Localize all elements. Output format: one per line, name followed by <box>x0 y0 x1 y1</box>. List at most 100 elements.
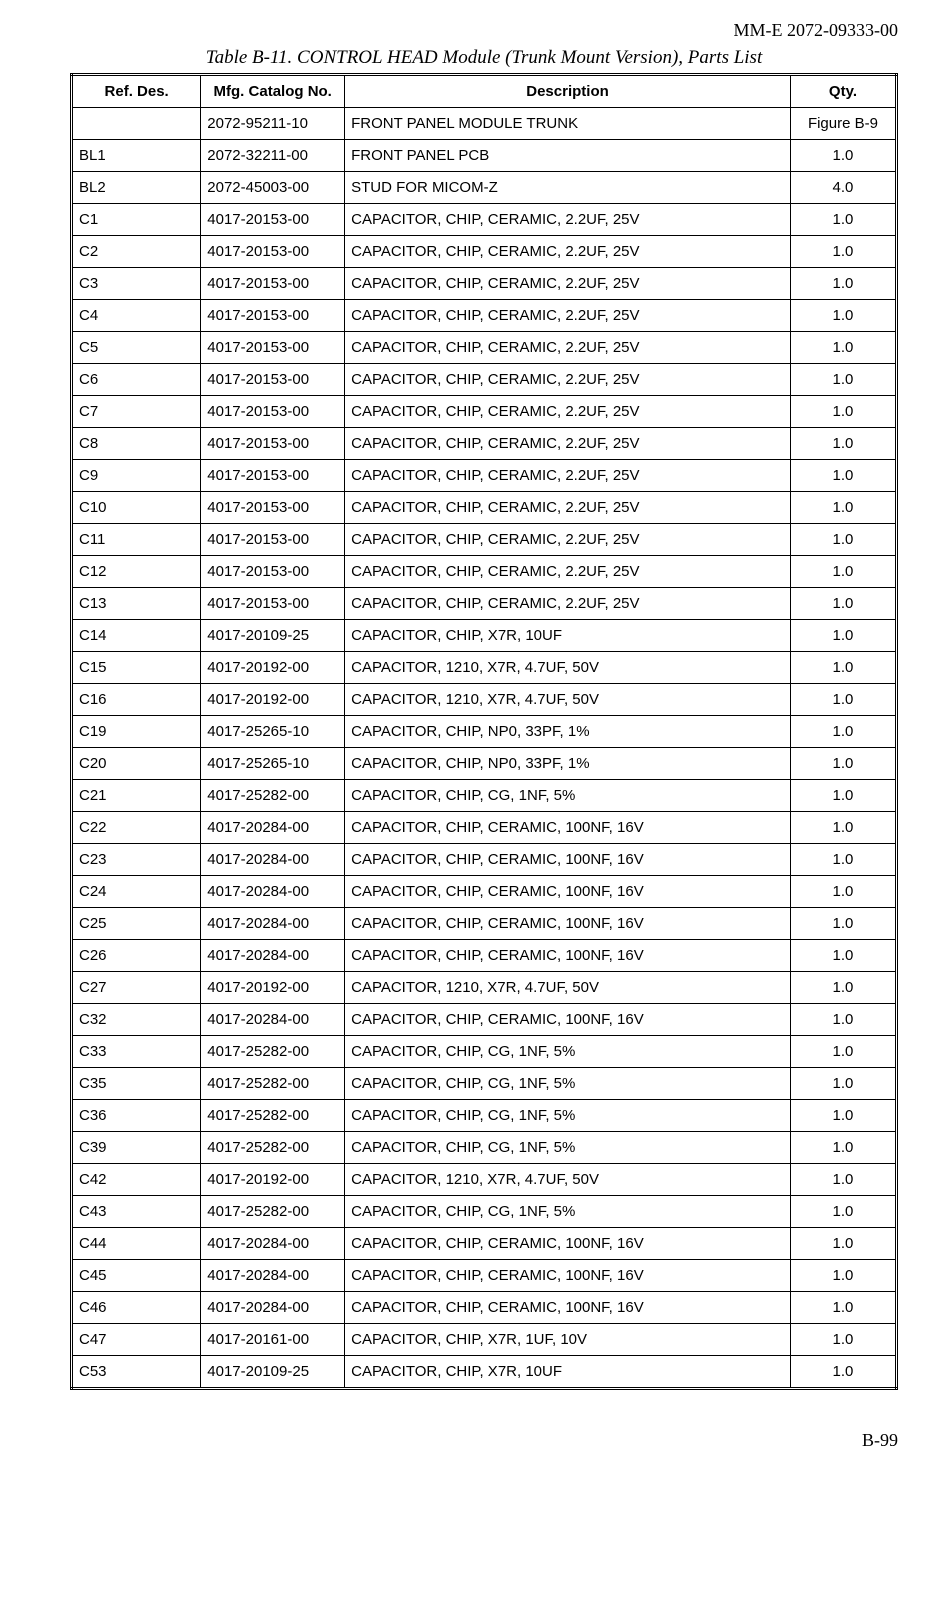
table-row: C234017-20284-00CAPACITOR, CHIP, CERAMIC… <box>72 844 897 876</box>
table-row: C124017-20153-00CAPACITOR, CHIP, CERAMIC… <box>72 556 897 588</box>
cell-mfg: 4017-20153-00 <box>201 556 345 588</box>
cell-qty: 1.0 <box>790 396 896 428</box>
cell-ref: C7 <box>72 396 201 428</box>
cell-ref: C1 <box>72 204 201 236</box>
cell-desc: CAPACITOR, 1210, X7R, 4.7UF, 50V <box>345 1164 791 1196</box>
cell-desc: CAPACITOR, 1210, X7R, 4.7UF, 50V <box>345 652 791 684</box>
table-row: C474017-20161-00CAPACITOR, CHIP, X7R, 1U… <box>72 1324 897 1356</box>
table-row: C194017-25265-10CAPACITOR, CHIP, NP0, 33… <box>72 716 897 748</box>
cell-ref: C21 <box>72 780 201 812</box>
cell-qty: 1.0 <box>790 780 896 812</box>
cell-qty: 1.0 <box>790 876 896 908</box>
cell-mfg: 4017-25282-00 <box>201 1100 345 1132</box>
table-row: C244017-20284-00CAPACITOR, CHIP, CERAMIC… <box>72 876 897 908</box>
cell-mfg: 4017-25265-10 <box>201 748 345 780</box>
cell-desc: CAPACITOR, CHIP, CERAMIC, 100NF, 16V <box>345 1228 791 1260</box>
cell-ref: C53 <box>72 1356 201 1389</box>
cell-desc: CAPACITOR, CHIP, CERAMIC, 100NF, 16V <box>345 844 791 876</box>
table-row: C424017-20192-00CAPACITOR, 1210, X7R, 4.… <box>72 1164 897 1196</box>
cell-ref: C8 <box>72 428 201 460</box>
cell-mfg: 4017-25282-00 <box>201 1036 345 1068</box>
cell-desc: CAPACITOR, CHIP, CERAMIC, 2.2UF, 25V <box>345 460 791 492</box>
cell-mfg: 4017-20284-00 <box>201 844 345 876</box>
table-row: BL22072-45003-00STUD FOR MICOM-Z4.0 <box>72 172 897 204</box>
col-header-desc: Description <box>345 75 791 108</box>
cell-ref: C12 <box>72 556 201 588</box>
cell-qty: 1.0 <box>790 620 896 652</box>
table-row: C214017-25282-00CAPACITOR, CHIP, CG, 1NF… <box>72 780 897 812</box>
cell-ref: C46 <box>72 1292 201 1324</box>
cell-qty: 1.0 <box>790 1228 896 1260</box>
cell-desc: CAPACITOR, CHIP, CG, 1NF, 5% <box>345 1132 791 1164</box>
cell-qty: 1.0 <box>790 1132 896 1164</box>
table-row: BL12072-32211-00FRONT PANEL PCB1.0 <box>72 140 897 172</box>
table-row: C224017-20284-00CAPACITOR, CHIP, CERAMIC… <box>72 812 897 844</box>
cell-ref: C10 <box>72 492 201 524</box>
col-header-mfg: Mfg. Catalog No. <box>201 75 345 108</box>
table-row: C324017-20284-00CAPACITOR, CHIP, CERAMIC… <box>72 1004 897 1036</box>
cell-mfg: 4017-20153-00 <box>201 524 345 556</box>
cell-ref: BL2 <box>72 172 201 204</box>
table-row: C534017-20109-25CAPACITOR, CHIP, X7R, 10… <box>72 1356 897 1389</box>
cell-desc: CAPACITOR, 1210, X7R, 4.7UF, 50V <box>345 684 791 716</box>
cell-ref: C45 <box>72 1260 201 1292</box>
cell-desc: CAPACITOR, CHIP, X7R, 10UF <box>345 1356 791 1389</box>
table-row: C364017-25282-00CAPACITOR, CHIP, CG, 1NF… <box>72 1100 897 1132</box>
cell-desc: CAPACITOR, CHIP, CG, 1NF, 5% <box>345 780 791 812</box>
cell-ref: C20 <box>72 748 201 780</box>
cell-qty: 1.0 <box>790 748 896 780</box>
cell-desc: CAPACITOR, CHIP, CG, 1NF, 5% <box>345 1068 791 1100</box>
document-id: MM-E 2072-09333-00 <box>70 20 898 41</box>
cell-mfg: 4017-20284-00 <box>201 1260 345 1292</box>
cell-qty: 1.0 <box>790 1036 896 1068</box>
cell-desc: CAPACITOR, CHIP, CERAMIC, 2.2UF, 25V <box>345 588 791 620</box>
cell-qty: 1.0 <box>790 1164 896 1196</box>
cell-mfg: 4017-20161-00 <box>201 1324 345 1356</box>
cell-ref: C44 <box>72 1228 201 1260</box>
cell-qty: 1.0 <box>790 268 896 300</box>
cell-desc: CAPACITOR, CHIP, CERAMIC, 100NF, 16V <box>345 1004 791 1036</box>
cell-desc: FRONT PANEL MODULE TRUNK <box>345 108 791 140</box>
cell-desc: CAPACITOR, 1210, X7R, 4.7UF, 50V <box>345 972 791 1004</box>
cell-mfg: 2072-45003-00 <box>201 172 345 204</box>
table-row: C44017-20153-00CAPACITOR, CHIP, CERAMIC,… <box>72 300 897 332</box>
cell-ref: C16 <box>72 684 201 716</box>
table-row: C114017-20153-00CAPACITOR, CHIP, CERAMIC… <box>72 524 897 556</box>
cell-qty: 1.0 <box>790 428 896 460</box>
cell-qty: 1.0 <box>790 332 896 364</box>
cell-mfg: 4017-20284-00 <box>201 1004 345 1036</box>
cell-ref: C23 <box>72 844 201 876</box>
table-title: Table B-11. CONTROL HEAD Module (Trunk M… <box>70 47 898 69</box>
table-row: C434017-25282-00CAPACITOR, CHIP, CG, 1NF… <box>72 1196 897 1228</box>
table-row: C134017-20153-00CAPACITOR, CHIP, CERAMIC… <box>72 588 897 620</box>
parts-list-table: Ref. Des. Mfg. Catalog No. Description Q… <box>70 73 898 1390</box>
cell-desc: CAPACITOR, CHIP, CERAMIC, 2.2UF, 25V <box>345 556 791 588</box>
cell-mfg: 4017-20192-00 <box>201 972 345 1004</box>
cell-qty: 1.0 <box>790 812 896 844</box>
cell-ref: C36 <box>72 1100 201 1132</box>
cell-desc: CAPACITOR, CHIP, CG, 1NF, 5% <box>345 1100 791 1132</box>
cell-mfg: 4017-20284-00 <box>201 812 345 844</box>
cell-ref: C39 <box>72 1132 201 1164</box>
cell-qty: 1.0 <box>790 1068 896 1100</box>
cell-mfg: 4017-25265-10 <box>201 716 345 748</box>
cell-qty: 1.0 <box>790 556 896 588</box>
cell-ref: C5 <box>72 332 201 364</box>
table-row: C464017-20284-00CAPACITOR, CHIP, CERAMIC… <box>72 1292 897 1324</box>
cell-ref: C32 <box>72 1004 201 1036</box>
cell-ref: C19 <box>72 716 201 748</box>
table-header-row: Ref. Des. Mfg. Catalog No. Description Q… <box>72 75 897 108</box>
cell-desc: CAPACITOR, CHIP, CG, 1NF, 5% <box>345 1036 791 1068</box>
table-row: C94017-20153-00CAPACITOR, CHIP, CERAMIC,… <box>72 460 897 492</box>
cell-ref: C9 <box>72 460 201 492</box>
cell-desc: CAPACITOR, CHIP, CERAMIC, 100NF, 16V <box>345 940 791 972</box>
cell-mfg: 4017-25282-00 <box>201 780 345 812</box>
cell-qty: 1.0 <box>790 844 896 876</box>
cell-desc: CAPACITOR, CHIP, X7R, 1UF, 10V <box>345 1324 791 1356</box>
table-row: C164017-20192-00CAPACITOR, 1210, X7R, 4.… <box>72 684 897 716</box>
page-number: B-99 <box>70 1430 898 1451</box>
cell-ref: C43 <box>72 1196 201 1228</box>
cell-mfg: 4017-20153-00 <box>201 492 345 524</box>
cell-qty: 4.0 <box>790 172 896 204</box>
table-row: C154017-20192-00CAPACITOR, 1210, X7R, 4.… <box>72 652 897 684</box>
